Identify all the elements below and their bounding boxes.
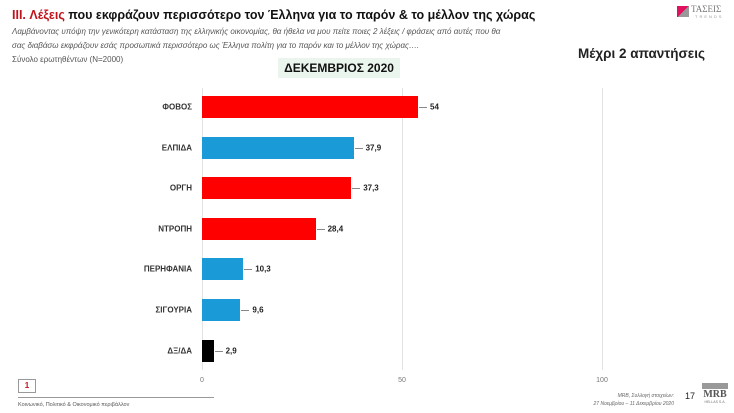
data-label: 54	[430, 102, 439, 112]
data-label: 10,3	[255, 264, 271, 274]
leader-line	[244, 269, 253, 271]
slide-title: III. Λέξεις που εκφράζουν περισσότερο το…	[12, 8, 535, 22]
chart-title: ΔΕΚΕΜΒΡΙΟΣ 2020	[278, 58, 400, 78]
category-label: ΔΞ/ΔΑ	[167, 346, 192, 356]
logo-text: ΤΑΣΕΙΣ	[691, 4, 722, 14]
mrb-sub: HELLAS S.A.	[704, 400, 726, 404]
leader-line	[419, 107, 427, 108]
bar	[202, 299, 241, 321]
sample-base: Σύνολο ερωτηθέντων (N=2000)	[12, 55, 124, 64]
bar	[202, 339, 214, 362]
category-label: ΟΡΓΗ	[169, 183, 192, 193]
leader-line	[316, 228, 325, 230]
data-label: 37,3	[363, 183, 379, 193]
category-label: ΝΤΡΟΠΗ	[158, 224, 192, 234]
bar	[202, 96, 418, 118]
category-label: ΠΕΡΗΦΑΝΙΑ	[143, 264, 192, 274]
question-text-2: σας διαβάσω εκφράζουν εσάς προσωπικά περ…	[12, 41, 420, 50]
question-text-1: Λαμβάνοντας υπόψη την γενικότερη κατάστα…	[12, 27, 501, 36]
bar	[202, 136, 354, 159]
x-tick-label: 100	[596, 377, 608, 384]
section-number: 1	[18, 379, 36, 393]
title-rest: που εκφράζουν περισσότερο τον Έλληνα για…	[64, 8, 536, 22]
data-label: 9,6	[252, 305, 264, 315]
data-label: 28,4	[327, 224, 344, 234]
footer-divider	[18, 397, 214, 398]
logo-sub: TRENDS	[695, 14, 724, 19]
gridline	[602, 88, 603, 370]
category-label: ΣΙΓΟΥΡΙΑ	[155, 305, 192, 315]
mrb-text: MRB	[703, 389, 727, 400]
leader-line	[214, 350, 223, 352]
page-number: 17	[685, 391, 696, 401]
gridline	[402, 88, 403, 370]
bar	[202, 258, 244, 281]
bar	[202, 177, 352, 200]
data-label: 37,9	[365, 143, 382, 153]
section-name: Κοινωνικό, Πολιτικό & Οικονομικό περιβάλ…	[18, 402, 130, 408]
taseis-logo: ΤΑΣΕΙΣ TRENDS	[677, 4, 727, 20]
title-accent: III. Λέξεις	[12, 8, 65, 22]
answers-note: Μέχρι 2 απαντήσεις	[578, 46, 705, 61]
category-label: ΦΟΒΟΣ	[162, 102, 192, 112]
x-tick-label: 0	[200, 377, 204, 384]
x-tick-label: 50	[398, 377, 406, 384]
source-line-1: MRB, Συλλογή στοιχείων:	[617, 393, 674, 399]
mrb-logo: MRB HELLAS S.A.	[702, 383, 728, 409]
leader-line	[352, 188, 361, 190]
leader-line	[241, 310, 250, 311]
source-line-2: 27 Νοεμβρίου – 11 Δεκεμβρίου 2020	[593, 401, 674, 407]
leader-line	[354, 147, 363, 149]
data-label: 2,9	[225, 346, 237, 356]
category-label: ΕΛΠΙΔΑ	[161, 143, 192, 153]
bar	[202, 217, 316, 240]
